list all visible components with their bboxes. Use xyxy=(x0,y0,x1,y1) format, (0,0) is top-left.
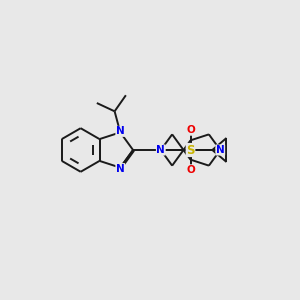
Text: S: S xyxy=(186,143,195,157)
Text: N: N xyxy=(116,164,124,174)
Text: N: N xyxy=(216,145,225,155)
Text: N: N xyxy=(156,145,165,155)
Text: N: N xyxy=(116,126,124,136)
Text: O: O xyxy=(186,125,195,135)
Text: O: O xyxy=(186,165,195,175)
